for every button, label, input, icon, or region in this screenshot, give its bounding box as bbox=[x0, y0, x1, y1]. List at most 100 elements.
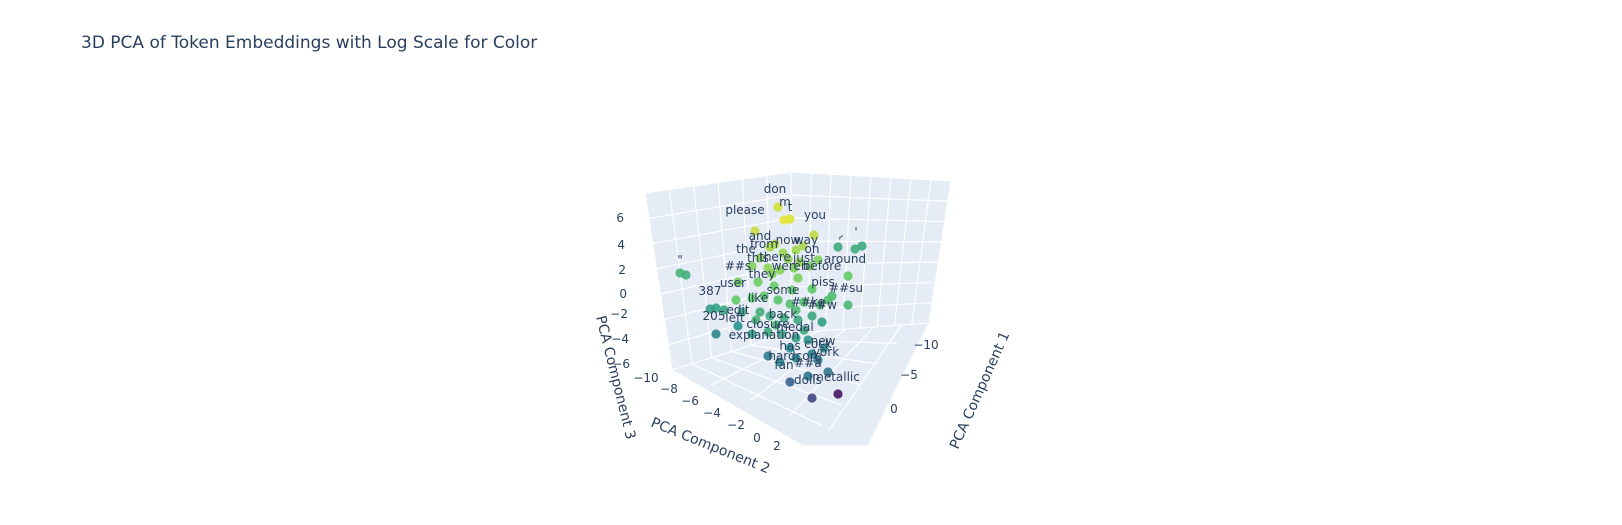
grid-line bbox=[750, 328, 847, 401]
data-point[interactable] bbox=[763, 351, 773, 361]
data-point[interactable] bbox=[785, 299, 795, 309]
data-point[interactable] bbox=[759, 291, 769, 301]
data-point[interactable] bbox=[833, 242, 843, 252]
data-point[interactable] bbox=[747, 293, 757, 303]
y-tick-label: −8 bbox=[660, 382, 678, 396]
x-tick-label: −10 bbox=[913, 338, 938, 352]
data-point[interactable] bbox=[719, 305, 729, 315]
data-point[interactable] bbox=[785, 343, 795, 353]
data-point[interactable] bbox=[823, 367, 833, 377]
data-point[interactable] bbox=[843, 300, 853, 310]
point-label: there bbox=[759, 250, 791, 264]
data-point[interactable] bbox=[799, 297, 809, 307]
data-point[interactable] bbox=[747, 329, 757, 339]
data-point[interactable] bbox=[823, 295, 833, 305]
data-point[interactable] bbox=[813, 355, 823, 365]
point-label: m bbox=[779, 195, 791, 209]
grid-line bbox=[693, 185, 713, 358]
point-label: dolls bbox=[794, 373, 822, 387]
data-point[interactable] bbox=[799, 325, 809, 335]
y-tick-label: −6 bbox=[681, 394, 699, 408]
grid-line bbox=[652, 217, 792, 245]
data-point[interactable] bbox=[773, 295, 783, 305]
data-point[interactable] bbox=[813, 255, 823, 265]
data-point[interactable] bbox=[763, 327, 773, 337]
data-point[interactable] bbox=[843, 271, 853, 281]
data-point[interactable] bbox=[803, 335, 813, 345]
data-point[interactable] bbox=[807, 311, 817, 321]
data-point[interactable] bbox=[755, 253, 765, 263]
data-point[interactable] bbox=[783, 254, 793, 264]
data-point[interactable] bbox=[789, 263, 799, 273]
data-point[interactable] bbox=[767, 269, 777, 279]
data-point[interactable] bbox=[807, 284, 817, 294]
data-point[interactable] bbox=[775, 357, 785, 367]
data-point[interactable] bbox=[798, 241, 808, 251]
point-label: has bbox=[779, 339, 800, 353]
point-label: the bbox=[736, 242, 756, 256]
data-point[interactable] bbox=[815, 300, 825, 310]
data-point[interactable] bbox=[785, 377, 795, 387]
data-point[interactable] bbox=[733, 277, 743, 287]
data-point[interactable] bbox=[791, 245, 801, 255]
data-point[interactable] bbox=[803, 371, 813, 381]
data-point[interactable] bbox=[771, 320, 781, 330]
point-label: . bbox=[840, 226, 844, 240]
data-point[interactable] bbox=[807, 349, 817, 359]
data-point[interactable] bbox=[681, 270, 691, 280]
z-tick-label: 0 bbox=[619, 287, 627, 301]
point-label: from bbox=[750, 237, 778, 251]
data-point[interactable] bbox=[807, 393, 817, 403]
data-point[interactable] bbox=[731, 295, 741, 305]
data-point[interactable] bbox=[819, 343, 829, 353]
data-point[interactable] bbox=[779, 313, 789, 323]
data-point[interactable] bbox=[737, 307, 747, 317]
grid-line bbox=[790, 302, 933, 311]
point-label: some bbox=[767, 283, 800, 297]
data-point[interactable] bbox=[805, 261, 815, 271]
point-label: this bbox=[747, 251, 769, 265]
data-point[interactable] bbox=[747, 261, 757, 271]
data-point[interactable] bbox=[773, 202, 783, 212]
data-point[interactable] bbox=[777, 329, 787, 339]
data-point[interactable] bbox=[793, 273, 803, 283]
data-point[interactable] bbox=[769, 281, 779, 291]
data-point[interactable] bbox=[751, 315, 761, 325]
point-label: way bbox=[794, 233, 818, 247]
grid-line bbox=[790, 194, 948, 202]
grid-line bbox=[648, 194, 792, 219]
data-point[interactable] bbox=[817, 317, 827, 327]
data-point[interactable] bbox=[765, 242, 775, 252]
point-label: ##a bbox=[794, 356, 821, 370]
data-point[interactable] bbox=[857, 241, 867, 251]
data-point[interactable] bbox=[755, 307, 765, 317]
point-label: edit bbox=[726, 303, 749, 317]
data-point[interactable] bbox=[809, 230, 819, 240]
data-point[interactable] bbox=[787, 285, 797, 295]
point-label: don bbox=[764, 182, 787, 196]
point-label: 387 bbox=[699, 284, 722, 298]
data-points[interactable] bbox=[675, 202, 867, 403]
data-point[interactable] bbox=[791, 333, 801, 343]
data-point[interactable] bbox=[750, 226, 760, 236]
data-point[interactable] bbox=[791, 353, 801, 363]
grid-line bbox=[876, 177, 892, 327]
data-point[interactable] bbox=[793, 315, 803, 325]
data-point[interactable] bbox=[765, 311, 775, 321]
data-point[interactable] bbox=[753, 277, 763, 287]
data-point[interactable] bbox=[850, 244, 860, 254]
data-point[interactable] bbox=[779, 215, 789, 225]
data-point[interactable] bbox=[791, 305, 801, 315]
data-point[interactable] bbox=[833, 389, 843, 399]
point-label: and bbox=[749, 229, 772, 243]
data-point[interactable] bbox=[733, 321, 743, 331]
point-label: ##ke bbox=[791, 295, 825, 309]
data-point[interactable] bbox=[711, 329, 721, 339]
data-point[interactable] bbox=[775, 265, 785, 275]
point-label: on bbox=[805, 242, 820, 256]
data-point[interactable] bbox=[795, 257, 805, 267]
point-label: explanation bbox=[729, 328, 800, 342]
point-label: new bbox=[811, 334, 836, 348]
data-point[interactable] bbox=[711, 303, 721, 313]
